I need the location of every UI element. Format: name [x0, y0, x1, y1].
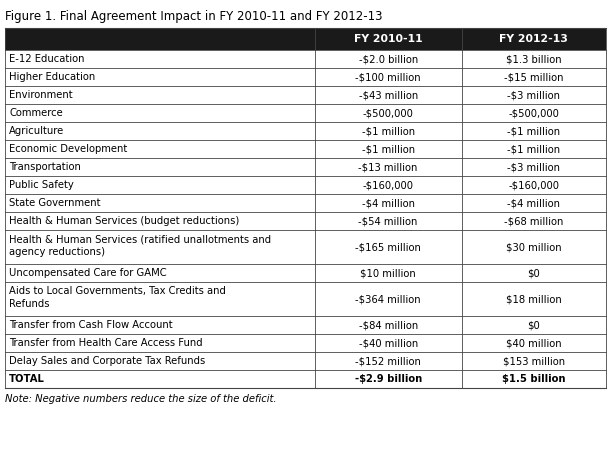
Text: Delay Sales and Corporate Tax Refunds: Delay Sales and Corporate Tax Refunds — [9, 356, 205, 366]
Text: Public Safety: Public Safety — [9, 180, 74, 190]
Text: -$15 million: -$15 million — [504, 72, 563, 82]
Text: Commerce: Commerce — [9, 108, 63, 118]
Bar — [5, 316, 606, 334]
Text: -$2.0 billion: -$2.0 billion — [359, 54, 418, 64]
Text: -$1 million: -$1 million — [507, 126, 560, 136]
Text: Note: Negative numbers reduce the size of the deficit.: Note: Negative numbers reduce the size o… — [5, 394, 277, 404]
Text: -$84 million: -$84 million — [359, 320, 418, 330]
Text: -$160,000: -$160,000 — [508, 180, 560, 190]
Text: State Government: State Government — [9, 198, 100, 208]
Bar — [5, 194, 606, 212]
Text: $30 million: $30 million — [506, 242, 562, 252]
Text: -$1 million: -$1 million — [362, 144, 415, 154]
Text: -$500,000: -$500,000 — [363, 108, 414, 118]
Text: -$4 million: -$4 million — [362, 198, 415, 208]
Bar — [5, 212, 606, 230]
Text: Higher Education: Higher Education — [9, 72, 95, 82]
Text: Transfer from Cash Flow Account: Transfer from Cash Flow Account — [9, 320, 173, 330]
Text: -$1 million: -$1 million — [362, 126, 415, 136]
Text: Agriculture: Agriculture — [9, 126, 64, 136]
Text: $1.5 billion: $1.5 billion — [502, 374, 566, 384]
Text: -$160,000: -$160,000 — [363, 180, 414, 190]
Text: $0: $0 — [527, 320, 540, 330]
Bar — [5, 122, 606, 140]
Text: -$40 million: -$40 million — [359, 338, 418, 348]
Bar — [5, 352, 606, 370]
Bar — [5, 28, 606, 50]
Text: $18 million: $18 million — [506, 294, 562, 304]
Text: Health & Human Services (budget reductions): Health & Human Services (budget reductio… — [9, 216, 240, 226]
Text: $40 million: $40 million — [506, 338, 562, 348]
Text: -$165 million: -$165 million — [355, 242, 421, 252]
Text: Figure 1. Final Agreement Impact in FY 2010-11 and FY 2012-13: Figure 1. Final Agreement Impact in FY 2… — [5, 10, 382, 23]
Text: -$1 million: -$1 million — [507, 144, 560, 154]
Bar — [5, 370, 606, 388]
Bar — [5, 104, 606, 122]
Text: $153 million: $153 million — [503, 356, 565, 366]
Text: -$3 million: -$3 million — [507, 90, 560, 100]
Bar — [5, 282, 606, 316]
Bar — [5, 140, 606, 158]
Bar — [5, 334, 606, 352]
Text: -$364 million: -$364 million — [356, 294, 421, 304]
Text: -$43 million: -$43 million — [359, 90, 418, 100]
Text: -$68 million: -$68 million — [504, 216, 563, 226]
Bar — [5, 158, 606, 176]
Text: Environment: Environment — [9, 90, 73, 100]
Text: $1.3 billion: $1.3 billion — [506, 54, 562, 64]
Bar — [5, 68, 606, 86]
Bar — [5, 176, 606, 194]
Text: -$54 million: -$54 million — [359, 216, 418, 226]
Text: -$500,000: -$500,000 — [508, 108, 559, 118]
Bar — [5, 264, 606, 282]
Text: $10 million: $10 million — [360, 268, 416, 278]
Text: -$152 million: -$152 million — [355, 356, 421, 366]
Text: FY 2012-13: FY 2012-13 — [499, 34, 568, 44]
Text: -$3 million: -$3 million — [507, 162, 560, 172]
Text: Uncompensated Care for GAMC: Uncompensated Care for GAMC — [9, 268, 167, 278]
Text: -$4 million: -$4 million — [507, 198, 560, 208]
Text: Transfer from Health Care Access Fund: Transfer from Health Care Access Fund — [9, 338, 203, 348]
Text: -$100 million: -$100 million — [356, 72, 421, 82]
Bar — [5, 230, 606, 264]
Bar — [5, 86, 606, 104]
Text: Economic Development: Economic Development — [9, 144, 127, 154]
Text: Aids to Local Governments, Tax Credits and
Refunds: Aids to Local Governments, Tax Credits a… — [9, 286, 226, 309]
Text: -$13 million: -$13 million — [359, 162, 418, 172]
Text: $0: $0 — [527, 268, 540, 278]
Text: -$2.9 billion: -$2.9 billion — [354, 374, 422, 384]
Text: FY 2010-11: FY 2010-11 — [354, 34, 422, 44]
Text: Health & Human Services (ratified unallotments and
agency reductions): Health & Human Services (ratified unallo… — [9, 234, 271, 257]
Text: E-12 Education: E-12 Education — [9, 54, 84, 64]
Text: Transportation: Transportation — [9, 162, 81, 172]
Bar — [5, 50, 606, 68]
Text: TOTAL: TOTAL — [9, 374, 45, 384]
